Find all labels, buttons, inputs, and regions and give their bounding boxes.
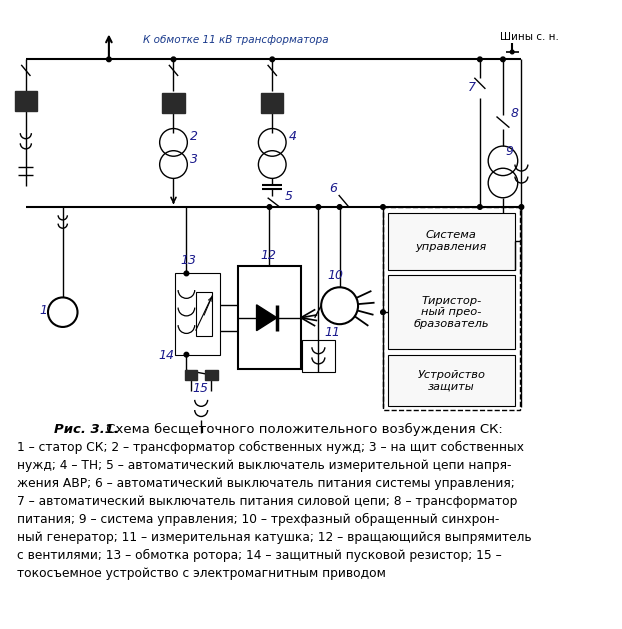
- Text: жения АВР; 6 – автоматический выключатель питания системы управления;: жения АВР; 6 – автоматический выключател…: [17, 477, 514, 491]
- Bar: [261, 92, 283, 113]
- Bar: [383, 207, 519, 410]
- Text: 5: 5: [285, 189, 293, 203]
- Text: 8: 8: [510, 106, 518, 120]
- Text: 14: 14: [159, 349, 175, 362]
- Bar: [238, 266, 301, 369]
- Circle shape: [519, 204, 524, 209]
- Circle shape: [184, 352, 188, 357]
- Text: 7 – автоматический выключатель питания силовой цепи; 8 – трансформатор: 7 – автоматический выключатель питания с…: [17, 496, 517, 508]
- Text: Система
управления: Система управления: [415, 230, 487, 252]
- Text: 1: 1: [40, 304, 48, 317]
- Text: 1 – статор СК; 2 – трансформатор собственных нужд; 3 – на щит собственных: 1 – статор СК; 2 – трансформатор собстве…: [17, 442, 524, 455]
- Bar: [162, 92, 185, 113]
- Text: токосъемное устройство с электромагнитным приводом: токосъемное устройство с электромагнитны…: [17, 567, 386, 581]
- Text: питания; 9 – система управления; 10 – трехфазный обращенный синхрон-: питания; 9 – система управления; 10 – тр…: [17, 513, 499, 526]
- Text: 7: 7: [468, 81, 476, 94]
- Bar: [185, 370, 198, 379]
- Text: 3: 3: [190, 153, 198, 165]
- Text: с вентилями; 13 – обмотка ротора; 14 – защитный пусковой резистор; 15 –: с вентилями; 13 – обмотка ротора; 14 – з…: [17, 549, 501, 562]
- Text: Схема бесщеточного положительного возбуждения СК:: Схема бесщеточного положительного возбуж…: [101, 423, 502, 436]
- Circle shape: [267, 204, 272, 209]
- Text: Рис. 3.1.: Рис. 3.1.: [53, 423, 119, 436]
- Circle shape: [316, 204, 321, 209]
- Circle shape: [106, 57, 111, 62]
- Circle shape: [381, 310, 385, 314]
- Bar: [205, 370, 218, 379]
- Text: ный генератор; 11 – измерительная катушка; 12 – вращающийся выпрямитель: ный генератор; 11 – измерительная катушк…: [17, 532, 531, 544]
- Circle shape: [478, 204, 482, 209]
- Bar: [388, 276, 515, 349]
- Text: Шины с. н.: Шины с. н.: [500, 32, 559, 42]
- Text: 11: 11: [325, 326, 341, 339]
- Text: нужд; 4 – ТН; 5 – автоматический выключатель измерительной цепи напря-: нужд; 4 – ТН; 5 – автоматический выключа…: [17, 459, 511, 472]
- Circle shape: [478, 57, 482, 62]
- Circle shape: [381, 204, 385, 209]
- Text: Тиристор-
ный прео-
бразователь: Тиристор- ный прео- бразователь: [414, 296, 489, 329]
- Text: 10: 10: [328, 269, 343, 282]
- Bar: [175, 274, 220, 355]
- Circle shape: [510, 50, 514, 54]
- Text: 4: 4: [289, 130, 297, 143]
- Text: Устройство
защиты: Устройство защиты: [417, 370, 485, 391]
- Circle shape: [184, 271, 188, 276]
- Text: 2: 2: [190, 130, 198, 143]
- Bar: [196, 292, 212, 336]
- Bar: [302, 340, 335, 372]
- Circle shape: [501, 57, 505, 62]
- Text: 9: 9: [506, 145, 514, 159]
- Text: К обмотке 11 кВ трансформатора: К обмотке 11 кВ трансформатора: [143, 35, 328, 45]
- Text: 13: 13: [180, 254, 196, 267]
- Bar: [388, 355, 515, 406]
- Polygon shape: [256, 305, 277, 331]
- Bar: [15, 91, 37, 111]
- Circle shape: [337, 204, 342, 209]
- Circle shape: [171, 57, 176, 62]
- Text: 15: 15: [192, 382, 208, 394]
- Circle shape: [270, 57, 274, 62]
- Bar: [388, 213, 515, 270]
- Text: 6: 6: [330, 182, 338, 195]
- Text: 12: 12: [260, 248, 276, 262]
